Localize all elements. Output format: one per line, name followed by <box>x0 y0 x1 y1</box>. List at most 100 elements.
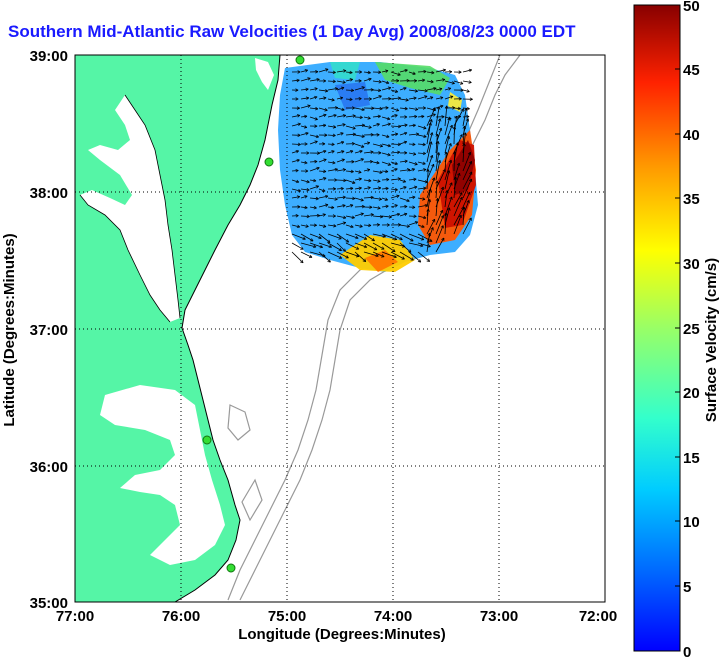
velocity-arrow <box>336 233 349 243</box>
velocity-arrow <box>417 187 427 190</box>
colorbar-tick: 15 <box>683 450 700 467</box>
velocity-arrow-head <box>465 118 469 121</box>
velocity-arrow-head <box>459 192 463 195</box>
lon-tick: 73:00 <box>480 608 518 625</box>
velocity-arrow-head <box>376 162 380 165</box>
station-marker[interactable] <box>295 55 305 65</box>
velocity-arrow-head <box>404 160 408 163</box>
velocity-arrow-head <box>343 115 347 118</box>
velocity-arrow <box>417 152 426 154</box>
velocity-arrow <box>390 89 398 93</box>
velocity-arrow-head <box>377 115 381 119</box>
velocity-arrow-head <box>376 123 380 125</box>
velocity-arrow-head <box>368 127 372 129</box>
velocity-arrow-head <box>327 241 331 243</box>
velocity-arrow-head <box>323 79 327 82</box>
velocity-arrow <box>444 87 451 91</box>
velocity-arrow-head <box>333 225 337 228</box>
velocity-arrow-head <box>450 96 454 99</box>
velocity-arrow-head <box>358 80 362 83</box>
velocity-arrow-head <box>352 196 356 199</box>
velocity-arrow <box>318 251 331 263</box>
velocity-arrow-head <box>377 208 381 210</box>
velocity-arrow-head <box>315 108 319 111</box>
velocity-arrow <box>363 214 374 217</box>
velocity-arrow-head <box>414 90 418 93</box>
velocity-arrow <box>408 161 418 165</box>
velocity-arrow-head <box>361 146 365 148</box>
velocity-arrow <box>453 162 460 181</box>
velocity-arrow-head <box>379 216 383 219</box>
velocity-arrow-head <box>459 173 461 177</box>
velocity-arrow-head <box>403 212 408 214</box>
velocity-arrow-head <box>388 215 392 218</box>
velocity-arrow-head <box>343 169 346 172</box>
velocity-arrow <box>327 206 335 209</box>
velocity-arrow <box>327 71 336 73</box>
velocity-arrow <box>300 115 308 118</box>
velocity-arrow-head <box>322 188 326 192</box>
velocity-arrow-head <box>368 125 372 128</box>
velocity-arrow <box>291 159 300 163</box>
velocity-arrow-head <box>436 141 439 144</box>
velocity-arrow <box>390 213 400 217</box>
velocity-arrow <box>354 158 364 163</box>
velocity-arrow-head <box>441 115 445 118</box>
velocity-arrow-head <box>350 204 354 206</box>
velocity-arrow-head <box>437 198 440 202</box>
velocity-arrow-head <box>359 115 363 118</box>
velocity-arrow-head <box>466 106 470 110</box>
velocity-arrow-head <box>406 78 410 81</box>
station-marker[interactable] <box>226 563 236 573</box>
velocity-arrow-head <box>305 88 309 92</box>
velocity-arrow <box>300 77 311 82</box>
velocity-arrow-head <box>297 205 301 208</box>
velocity-arrow-head <box>332 135 336 138</box>
velocity-arrow-head <box>422 106 426 109</box>
velocity-arrow <box>462 69 472 73</box>
velocity-arrow-head <box>375 255 379 258</box>
velocity-arrow-head <box>301 259 304 263</box>
velocity-arrow-head <box>368 178 372 182</box>
velocity-arrow-head <box>424 95 428 99</box>
velocity-arrow-head <box>376 133 380 136</box>
velocity-arrow-head <box>319 247 323 249</box>
velocity-arrow-head <box>361 107 365 111</box>
velocity-arrow-head <box>445 212 448 216</box>
velocity-arrow-head <box>412 195 416 198</box>
velocity-arrow-head <box>366 168 370 170</box>
velocity-arrow-head <box>370 134 374 137</box>
velocity-arrow-head <box>402 181 406 183</box>
velocity-arrow-head <box>467 118 470 122</box>
station-marker[interactable] <box>202 435 212 445</box>
velocity-arrow <box>354 124 365 127</box>
velocity-arrow-head <box>414 116 418 119</box>
velocity-arrow-head <box>409 249 412 253</box>
velocity-arrow-head <box>333 125 337 128</box>
velocity-arrow-head <box>431 70 435 74</box>
velocity-arrow <box>354 213 364 217</box>
velocity-arrow-head <box>438 106 441 110</box>
velocity-arrow <box>399 224 410 227</box>
velocity-arrow <box>399 107 408 110</box>
velocity-arrow-head <box>343 180 347 183</box>
x-axis-label: Longitude (Degrees:Minutes) <box>238 626 446 643</box>
velocity-arrow-head <box>402 244 406 247</box>
velocity-arrow <box>327 251 342 259</box>
velocity-arrow-head <box>340 140 344 143</box>
velocity-arrow <box>354 178 362 181</box>
velocity-arrow-head <box>387 153 391 156</box>
velocity-arrow-head <box>395 168 398 172</box>
station-marker[interactable] <box>264 157 274 167</box>
velocity-arrow <box>372 170 383 173</box>
velocity-arrow-head <box>414 221 418 223</box>
velocity-arrow-head <box>370 214 374 217</box>
velocity-arrow-head <box>339 96 343 98</box>
velocity-arrow-head <box>350 79 353 82</box>
velocity-arrow-head <box>457 142 460 146</box>
velocity-arrow <box>318 195 328 199</box>
velocity-arrow-head <box>449 71 453 74</box>
plot-frame <box>74 54 606 603</box>
velocity-arrow <box>309 242 323 248</box>
velocity-arrow-head <box>314 96 318 100</box>
